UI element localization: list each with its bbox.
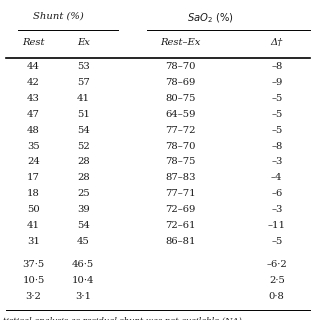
Text: tistical analysis as residual shunt was not available (NA).: tistical analysis as residual shunt was … bbox=[3, 317, 244, 320]
Text: 10·4: 10·4 bbox=[72, 276, 94, 285]
Text: 48: 48 bbox=[27, 126, 40, 135]
Text: 72–69: 72–69 bbox=[166, 205, 196, 214]
Text: 50: 50 bbox=[27, 205, 40, 214]
Text: –4: –4 bbox=[271, 173, 283, 182]
Text: Rest: Rest bbox=[22, 38, 45, 47]
Text: 2·5: 2·5 bbox=[269, 276, 285, 285]
Text: 45: 45 bbox=[77, 236, 90, 246]
Text: –11: –11 bbox=[268, 221, 286, 230]
Text: 77–72: 77–72 bbox=[165, 126, 196, 135]
Text: 54: 54 bbox=[77, 126, 90, 135]
Text: 53: 53 bbox=[77, 62, 90, 71]
Text: –8: –8 bbox=[271, 62, 283, 71]
Text: 42: 42 bbox=[27, 78, 40, 87]
Text: Rest–Ex: Rest–Ex bbox=[161, 38, 201, 47]
Text: 52: 52 bbox=[77, 141, 90, 151]
Text: –5: –5 bbox=[271, 94, 283, 103]
Text: 80–75: 80–75 bbox=[165, 94, 196, 103]
Text: 72–61: 72–61 bbox=[165, 221, 196, 230]
Text: 78–75: 78–75 bbox=[165, 157, 196, 166]
Text: 35: 35 bbox=[27, 141, 40, 151]
Text: 25: 25 bbox=[77, 189, 90, 198]
Text: 39: 39 bbox=[77, 205, 90, 214]
Text: 28: 28 bbox=[77, 157, 90, 166]
Text: 43: 43 bbox=[27, 94, 40, 103]
Text: 3·2: 3·2 bbox=[26, 292, 42, 301]
Text: –6: –6 bbox=[271, 189, 283, 198]
Text: –8: –8 bbox=[271, 141, 283, 151]
Text: 0·8: 0·8 bbox=[269, 292, 285, 301]
Text: 46·5: 46·5 bbox=[72, 260, 94, 269]
Text: 78–70: 78–70 bbox=[165, 141, 196, 151]
Text: Ex: Ex bbox=[77, 38, 90, 47]
Text: –5: –5 bbox=[271, 126, 283, 135]
Text: 41: 41 bbox=[77, 94, 90, 103]
Text: –3: –3 bbox=[271, 157, 283, 166]
Text: 47: 47 bbox=[27, 110, 40, 119]
Text: 44: 44 bbox=[27, 62, 40, 71]
Text: 57: 57 bbox=[77, 78, 90, 87]
Text: 10·5: 10·5 bbox=[22, 276, 45, 285]
Text: –6·2: –6·2 bbox=[267, 260, 287, 269]
Text: –9: –9 bbox=[271, 78, 283, 87]
Text: 86–81: 86–81 bbox=[165, 236, 196, 246]
Text: 87–83: 87–83 bbox=[165, 173, 196, 182]
Text: 54: 54 bbox=[77, 221, 90, 230]
Text: –3: –3 bbox=[271, 205, 283, 214]
Text: –5: –5 bbox=[271, 110, 283, 119]
Text: $\mathit{SaO_2}$$\mathit{\ (\%)}$: $\mathit{SaO_2}$$\mathit{\ (\%)}$ bbox=[187, 11, 234, 25]
Text: 24: 24 bbox=[27, 157, 40, 166]
Text: 77–71: 77–71 bbox=[165, 189, 196, 198]
Text: 3·1: 3·1 bbox=[75, 292, 91, 301]
Text: 78–69: 78–69 bbox=[166, 78, 196, 87]
Text: 41: 41 bbox=[27, 221, 40, 230]
Text: 28: 28 bbox=[77, 173, 90, 182]
Text: Δ†: Δ† bbox=[271, 38, 283, 47]
Text: 51: 51 bbox=[77, 110, 90, 119]
Text: 37·5: 37·5 bbox=[22, 260, 45, 269]
Text: 78–70: 78–70 bbox=[165, 62, 196, 71]
Text: 64–59: 64–59 bbox=[165, 110, 196, 119]
Text: –5: –5 bbox=[271, 236, 283, 246]
Text: 31: 31 bbox=[27, 236, 40, 246]
Text: Shunt (%): Shunt (%) bbox=[33, 11, 84, 20]
Text: 17: 17 bbox=[27, 173, 40, 182]
Text: 18: 18 bbox=[27, 189, 40, 198]
